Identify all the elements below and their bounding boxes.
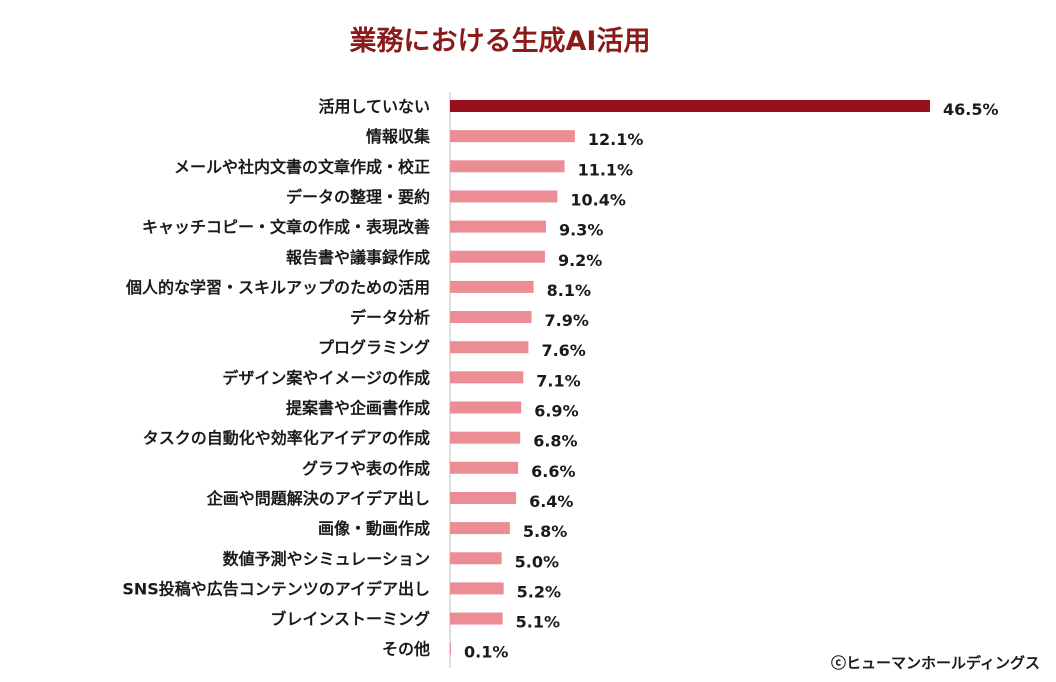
value-label: 10.4%	[570, 190, 626, 209]
value-label: 6.8%	[533, 432, 577, 451]
value-label: 5.1%	[516, 613, 560, 632]
bar	[450, 522, 510, 535]
bar	[450, 130, 575, 143]
category-label: 活用していない	[318, 97, 430, 116]
bar	[450, 552, 502, 565]
bar	[450, 280, 534, 293]
category-label: デザイン案やイメージの作成	[222, 368, 430, 387]
bar	[450, 582, 504, 595]
value-label: 6.4%	[529, 492, 573, 511]
bar	[450, 431, 521, 444]
category-label: メールや社内文書の文章作成・校正	[174, 157, 430, 176]
category-label: その他	[382, 640, 430, 659]
category-label: 情報収集	[366, 127, 431, 146]
value-label: 6.9%	[534, 402, 578, 421]
bar	[450, 100, 930, 112]
value-label: 11.1%	[578, 160, 634, 179]
category-label: データ分析	[350, 308, 430, 327]
value-label: 5.8%	[523, 522, 567, 541]
bar	[450, 341, 529, 354]
bar	[450, 220, 546, 233]
bar	[450, 491, 517, 504]
category-label: プログラミング	[318, 338, 430, 357]
category-label: 画像・動画作成	[318, 519, 430, 538]
value-label: 6.6%	[531, 462, 575, 481]
category-label: キャッチコピー・文章の作成・表現改善	[142, 218, 430, 237]
bar	[450, 401, 522, 414]
bar	[450, 190, 558, 203]
value-label: 7.1%	[536, 371, 580, 390]
category-label: データの整理・要約	[286, 187, 430, 206]
category-label: 提案書や企画書作成	[286, 399, 430, 418]
value-label: 7.6%	[541, 341, 585, 360]
copyright-text: ⓒヒューマンホールディングス	[831, 654, 1040, 672]
value-label: 8.1%	[547, 281, 591, 300]
value-label: 9.3%	[559, 221, 603, 240]
bar	[450, 612, 503, 625]
bars-group: 活用していない 46.5% 情報収集 12.1% メールや社内文書の文章作成・校正 11.…	[122, 97, 998, 662]
bar	[450, 250, 545, 263]
category-label: タスクの自動化や効率化アイデアの作成	[143, 429, 430, 448]
category-label: 企画や問題解決のアイデア出し	[206, 489, 430, 508]
value-label: 7.9%	[545, 311, 589, 330]
bar	[450, 160, 565, 173]
bar	[450, 311, 532, 324]
chart-title: 業務における生成AI活用	[350, 26, 651, 57]
category-label: 個人的な学習・スキルアップのための活用	[125, 278, 430, 297]
category-label: SNS投稿や広告コンテンツのアイデア出し	[122, 579, 430, 598]
category-label: ブレインストーミング	[270, 610, 430, 629]
value-label: 0.1%	[464, 643, 508, 662]
value-label: 9.2%	[558, 251, 602, 270]
value-label: 5.0%	[515, 552, 559, 571]
bar	[450, 642, 452, 655]
value-label: 12.1%	[588, 130, 644, 149]
category-label: 数値予測やシミュレーション	[223, 549, 430, 568]
bar	[450, 371, 524, 384]
category-label: 報告書や議事録作成	[286, 248, 430, 267]
value-label: 46.5%	[943, 100, 999, 119]
category-label: グラフや表の作成	[302, 459, 430, 478]
bar	[450, 461, 519, 474]
value-label: 5.2%	[517, 582, 561, 601]
